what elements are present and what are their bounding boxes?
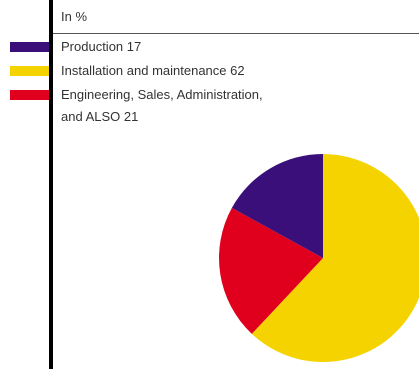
legend-label-production: Production 17: [61, 39, 142, 54]
header-divider: [53, 33, 419, 34]
legend-swatch-production: [10, 42, 49, 52]
vertical-accent-bar: [49, 0, 53, 369]
unit-label: In %: [61, 9, 88, 24]
pie-slice-installation: [251, 154, 419, 362]
pie-slice-production: [231, 154, 323, 258]
pie-chart: [215, 153, 419, 369]
pie-slice-engineering: [218, 207, 323, 334]
legend-label-engineering-line2: and ALSO 21: [61, 109, 139, 124]
legend-label-engineering: Engineering, Sales, Administration,: [61, 87, 263, 102]
legend-swatch-engineering: [10, 90, 49, 100]
pie-chart-svg: [218, 154, 419, 362]
legend-label-installation: Installation and maintenance 62: [61, 63, 245, 78]
legend-swatch-installation: [10, 66, 49, 76]
